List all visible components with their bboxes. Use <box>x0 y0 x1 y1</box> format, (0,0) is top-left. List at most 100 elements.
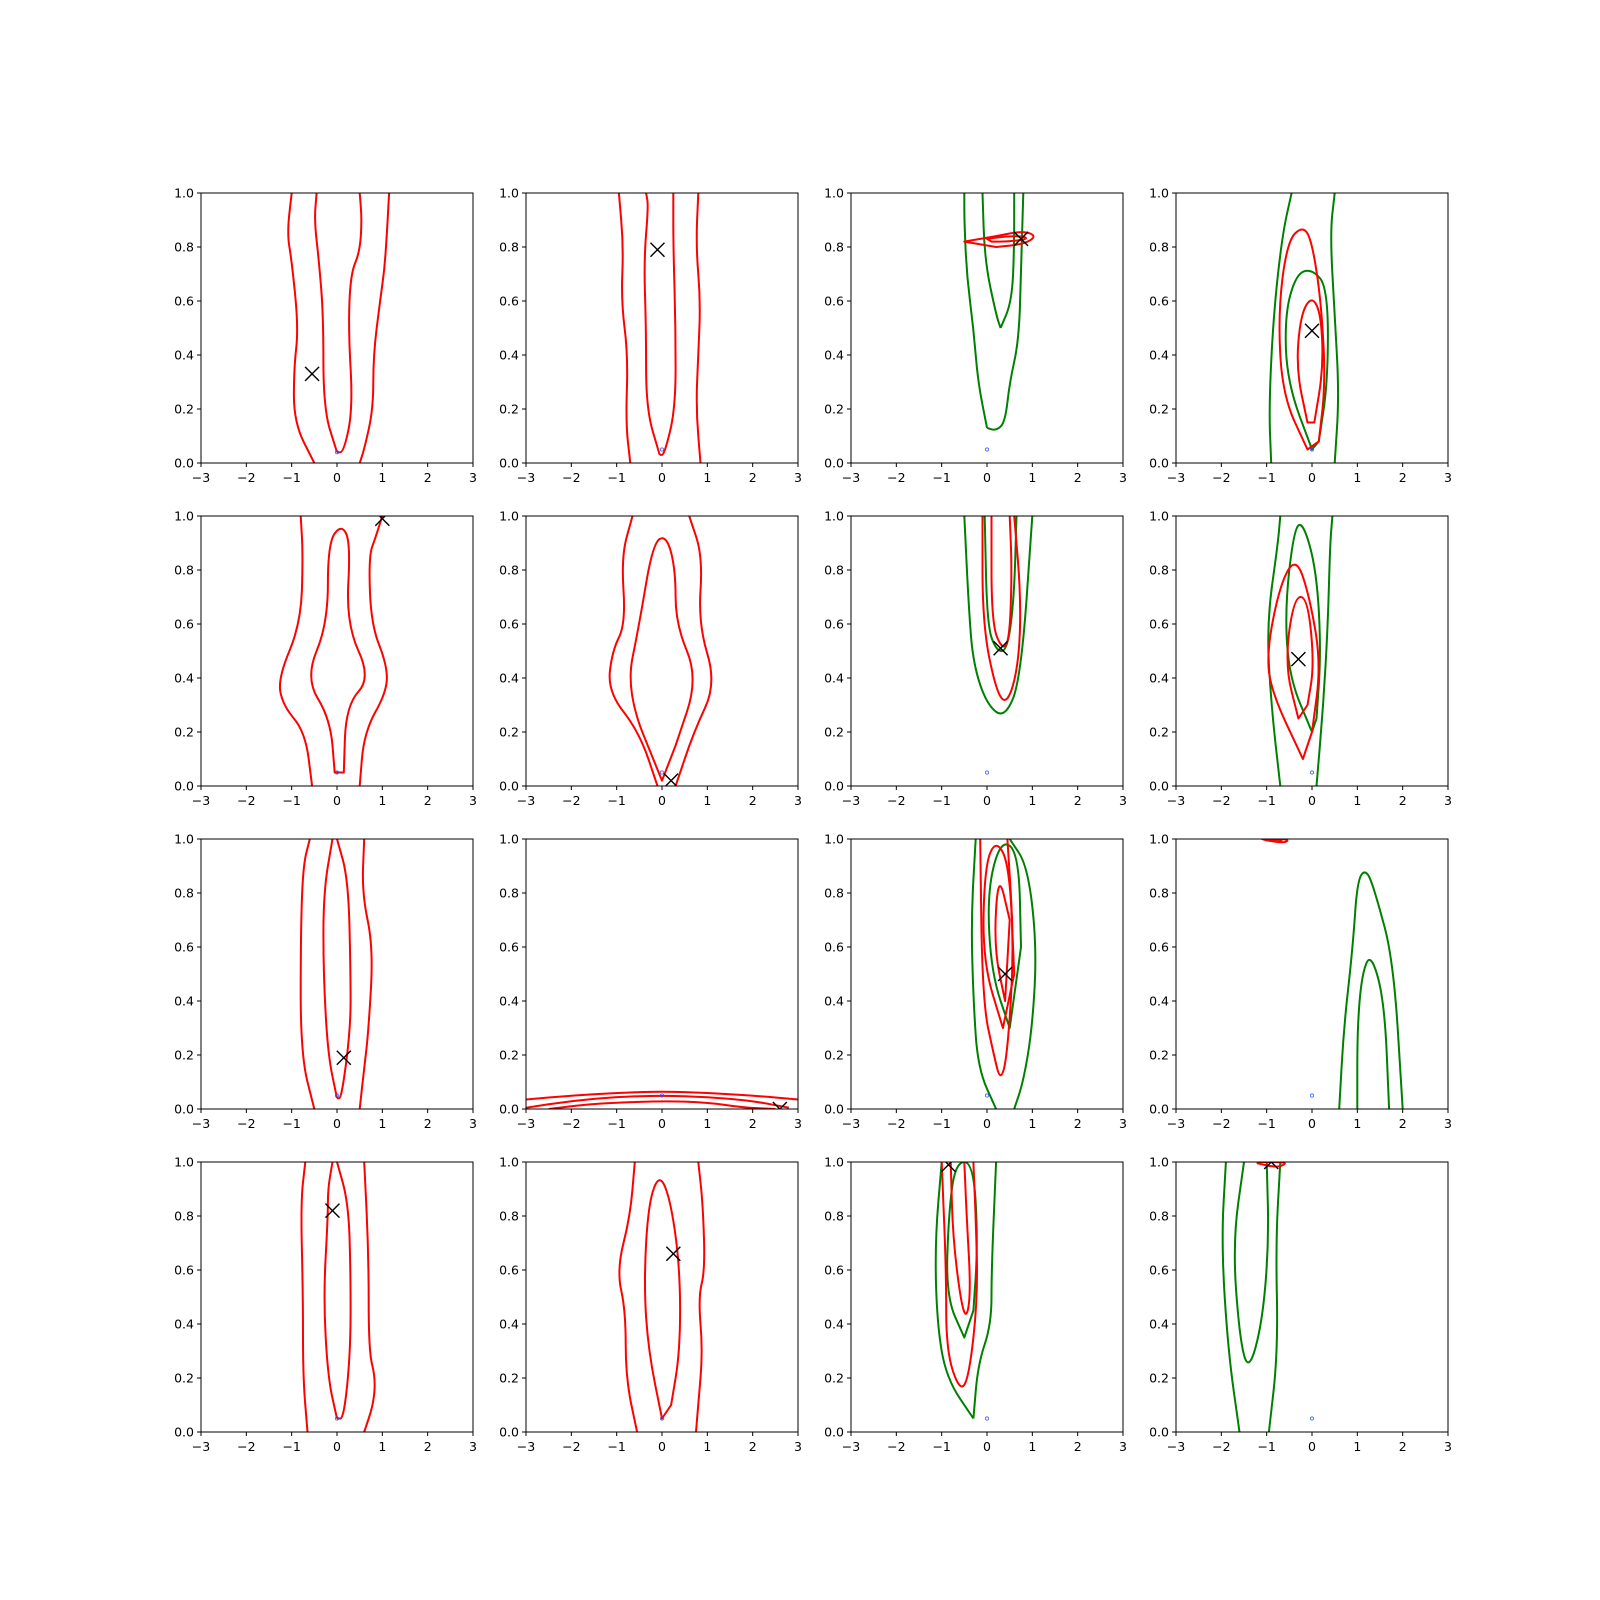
x-tick-label: −2 <box>237 1116 255 1131</box>
reference-dot <box>985 1416 989 1421</box>
reference-dot <box>660 447 664 452</box>
y-tick-label: 0.8 <box>1149 1209 1169 1224</box>
reference-dot <box>1310 770 1314 775</box>
x-tick-label: 3 <box>469 793 477 808</box>
x-tick-label: 2 <box>749 1439 757 1454</box>
x-tick-label: 0 <box>1308 1439 1316 1454</box>
red-contour-4 <box>337 193 363 454</box>
x-tick-label: 3 <box>1444 1116 1452 1131</box>
red-contour-5 <box>979 839 1014 1077</box>
axes-frame <box>525 192 799 464</box>
plot-area <box>287 193 391 463</box>
plot-area <box>1221 1162 1314 1432</box>
y-tick-label: 0.6 <box>1149 940 1169 955</box>
green-contour-1 <box>963 193 988 429</box>
y-tick-label: 0.4 <box>499 671 519 686</box>
panel-10: −3 −2 −1 0 1 2 3 0.0 0.2 0.4 0.6 0.8 1.0 <box>499 832 802 1132</box>
reference-dot <box>335 1416 339 1421</box>
x-tick-label: −1 <box>282 1439 300 1454</box>
reference-dot <box>660 770 664 775</box>
x-tick-label: −2 <box>562 470 580 485</box>
green-contour-1 <box>970 839 998 1109</box>
x-tick-label: −3 <box>842 1439 860 1454</box>
x-marker <box>649 242 665 258</box>
y-tick-label: 0.6 <box>499 940 519 955</box>
x-tick-label: 1 <box>378 793 386 808</box>
y-tick-label: 0.4 <box>174 671 194 686</box>
x-marker <box>1290 651 1306 667</box>
y-tick-label: 0.0 <box>174 779 194 794</box>
x-marker <box>1013 231 1029 247</box>
x-tick-label: −1 <box>607 470 625 485</box>
red-contour-2 <box>695 1162 706 1432</box>
y-tick-label: 0.2 <box>1149 725 1169 740</box>
x-tick-label: −3 <box>842 470 860 485</box>
reference-dot <box>1310 447 1314 452</box>
y-tick-label: 0.2 <box>824 1048 844 1063</box>
y-tick-label: 0.4 <box>1149 1317 1169 1332</box>
x-tick-label: 2 <box>1074 1116 1082 1131</box>
red-contour-3 <box>310 527 366 774</box>
y-tick-label: 0.6 <box>174 294 194 309</box>
x-tick-label: 0 <box>983 1439 991 1454</box>
red-contour-1 <box>300 1162 309 1432</box>
x-tick-label: 1 <box>1353 470 1361 485</box>
green-contour-3 <box>1284 269 1329 451</box>
green-contour-2 <box>1315 516 1334 786</box>
x-tick-label: 2 <box>1074 470 1082 485</box>
y-tick-label: 0.6 <box>174 940 194 955</box>
green-contour-3 <box>987 843 1022 1029</box>
x-tick-label: −3 <box>517 793 535 808</box>
y-tick-label: 0.0 <box>1149 456 1169 471</box>
plot-area <box>618 1162 706 1432</box>
green-contour-1 <box>1267 516 1282 786</box>
y-tick-label: 1.0 <box>824 832 844 847</box>
x-tick-label: 2 <box>1074 793 1082 808</box>
red-contour-2 <box>363 1162 376 1432</box>
x-tick-label: 2 <box>424 793 432 808</box>
axes-frame <box>525 515 799 787</box>
x-tick-label: 2 <box>424 1439 432 1454</box>
red-contour-5 <box>1296 299 1324 424</box>
y-tick-label: 0.6 <box>499 1263 519 1278</box>
x-tick-label: −1 <box>282 470 300 485</box>
reference-dot <box>335 770 339 775</box>
x-tick-label: −1 <box>932 793 950 808</box>
panel-4: −3 −2 −1 0 1 2 3 0.0 0.2 0.4 0.6 0.8 1.0 <box>1149 186 1452 486</box>
y-tick-label: 0.8 <box>499 240 519 255</box>
x-tick-label: 2 <box>749 793 757 808</box>
x-tick-label: −2 <box>562 1439 580 1454</box>
panel-14: −3 −2 −1 0 1 2 3 0.0 0.2 0.4 0.6 0.8 1.0 <box>499 1155 802 1455</box>
plot-area <box>963 516 1034 775</box>
x-tick-label: −3 <box>192 470 210 485</box>
x-tick-label: −2 <box>887 470 905 485</box>
red-contour-3 <box>643 193 661 456</box>
green-contour-3 <box>1233 1162 1270 1364</box>
x-tick-label: −3 <box>842 793 860 808</box>
x-tick-label: 1 <box>703 1116 711 1131</box>
x-tick-label: 0 <box>658 470 666 485</box>
x-tick-label: −2 <box>1212 793 1230 808</box>
y-tick-label: 1.0 <box>499 1155 519 1170</box>
panel-6: −3 −2 −1 0 1 2 3 0.0 0.2 0.4 0.6 0.8 1.0 <box>499 509 802 809</box>
y-tick-label: 0.6 <box>1149 294 1169 309</box>
x-tick-label: −1 <box>1257 1116 1275 1131</box>
y-tick-label: 0.4 <box>499 994 519 1009</box>
x-tick-label: −3 <box>1167 793 1185 808</box>
x-tick-label: 2 <box>1399 793 1407 808</box>
x-tick-label: 2 <box>424 1116 432 1131</box>
y-tick-label: 0.8 <box>1149 886 1169 901</box>
x-tick-label: −1 <box>1257 470 1275 485</box>
x-marker <box>997 966 1013 982</box>
panel-7: −3 −2 −1 0 1 2 3 0.0 0.2 0.4 0.6 0.8 1.0 <box>824 509 1127 809</box>
green-contour-2 <box>1330 193 1340 463</box>
plot-area <box>934 1162 998 1421</box>
y-tick-label: 0.2 <box>824 1371 844 1386</box>
x-tick-label: −2 <box>562 793 580 808</box>
y-tick-label: 0.8 <box>174 563 194 578</box>
red-contour-2 <box>695 193 702 463</box>
y-tick-label: 0.4 <box>824 671 844 686</box>
x-tick-label: 1 <box>703 470 711 485</box>
y-tick-label: 0.6 <box>824 1263 844 1278</box>
y-tick-label: 1.0 <box>824 1155 844 1170</box>
